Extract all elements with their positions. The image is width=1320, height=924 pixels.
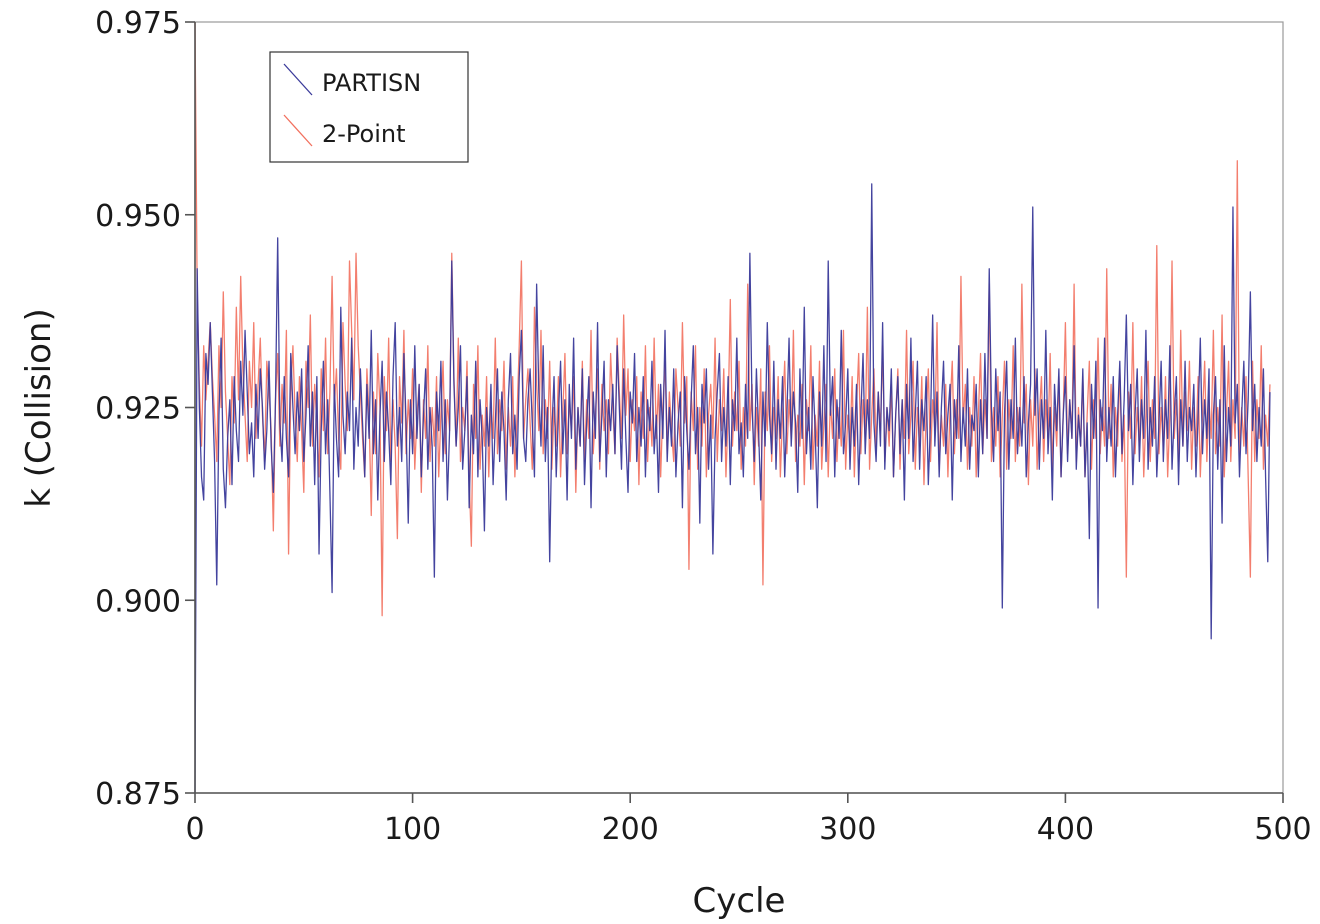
x-tick-label: 500 [1254, 812, 1311, 847]
y-tick-label: 0.925 [95, 392, 181, 427]
legend-label-partisn: PARTISN [322, 69, 421, 97]
x-tick-label: 100 [384, 812, 441, 847]
x-ticks: 0 100 200 300 400 500 [185, 793, 1312, 847]
x-axis-title: Cycle [693, 881, 786, 921]
y-tick-label: 0.950 [95, 199, 181, 234]
legend-swatch-2-point [283, 114, 313, 147]
y-ticks: 0.875 0.900 0.925 0.950 0.975 [95, 6, 195, 812]
legend-box [269, 51, 469, 163]
y-tick-label: 0.900 [95, 584, 181, 619]
x-tick-label: 0 [185, 812, 204, 847]
x-tick-label: 300 [819, 812, 876, 847]
y-tick-label: 0.975 [95, 6, 181, 41]
x-tick-label: 400 [1037, 812, 1094, 847]
series-line-partisn [194, 183, 1271, 794]
legend-label-2-point: 2-Point [322, 120, 406, 148]
legend: PARTISN 2-Point [269, 51, 469, 163]
legend-swatch-partisn [283, 63, 313, 96]
x-tick-label: 200 [602, 812, 659, 847]
y-tick-label: 0.875 [95, 777, 181, 812]
y-axis-title: k (Collision) [19, 308, 59, 507]
series-layer [194, 21, 1271, 794]
